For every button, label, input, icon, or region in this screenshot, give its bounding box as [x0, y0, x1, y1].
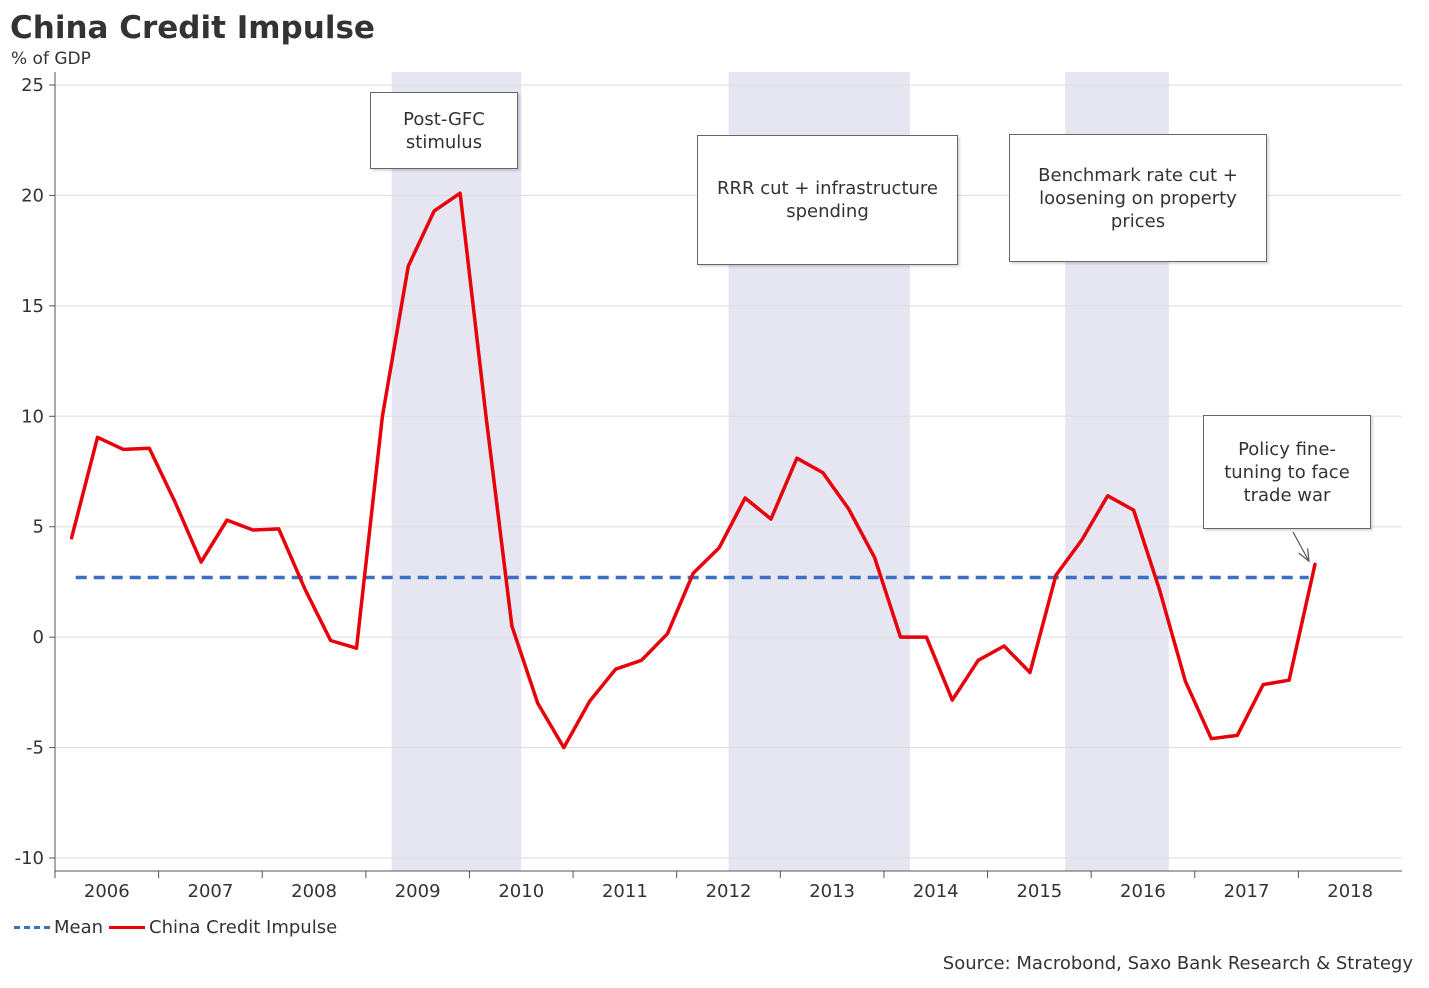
x-tick-label: 2018	[1327, 881, 1373, 902]
annotation-text: Post-GFC stimulus	[403, 108, 485, 153]
y-tick-label: -5	[26, 738, 44, 759]
x-tick-label: 2008	[291, 881, 337, 902]
annotation-text: Benchmark rate cut + loosening on proper…	[1038, 164, 1238, 232]
y-axis-ticks: 25 20 15 10 5 0 -5 -10	[15, 75, 44, 869]
shaded-period	[391, 72, 522, 871]
legend-mean-label: Mean	[54, 917, 104, 938]
x-tick-label: 2006	[84, 881, 130, 902]
annotation-text: Policy fine- tuning to face trade war	[1224, 438, 1350, 506]
x-tick-label: 2014	[913, 881, 959, 902]
legend-mean-swatch	[14, 926, 50, 929]
y-tick-label: 15	[21, 296, 44, 317]
annotation-text: RRR cut + infrastructure spending	[717, 178, 938, 222]
source-note: Source: Macrobond, Saxo Bank Research & …	[942, 953, 1413, 974]
legend: Mean China Credit Impulse	[14, 917, 337, 938]
x-tick-label: 2013	[809, 881, 855, 902]
annotation-policy-fine-tuning: Policy fine- tuning to face trade war	[1203, 415, 1371, 529]
legend-impulse-swatch	[109, 926, 146, 929]
arrow-head	[1298, 548, 1310, 563]
arrow-line	[1292, 531, 1310, 562]
y-tick-label: 20	[21, 185, 44, 206]
x-tick-label: 2009	[395, 881, 441, 902]
x-tick-label: 2007	[188, 881, 234, 902]
legend-impulse-label: China Credit Impulse	[149, 917, 338, 938]
x-tick-label: 2015	[1016, 881, 1062, 902]
y-tick-label: 10	[21, 406, 44, 427]
x-tick-label: 2012	[706, 881, 752, 902]
annotation-post-gfc: Post-GFC stimulus	[370, 92, 518, 169]
x-tick-label: 2017	[1224, 881, 1270, 902]
y-tick-label: -10	[15, 848, 44, 869]
y-tick-label: 25	[21, 75, 44, 96]
y-tick-label: 0	[33, 627, 44, 648]
annotation-benchmark-rate: Benchmark rate cut + loosening on proper…	[1009, 134, 1267, 262]
x-tick-label: 2016	[1120, 881, 1166, 902]
x-tick-label: 2011	[602, 881, 648, 902]
annotation-rrr-cut: RRR cut + infrastructure spending	[697, 135, 958, 265]
annotation-arrow	[1292, 531, 1310, 563]
y-axis-label: % of GDP	[11, 49, 91, 69]
y-tick-label: 5	[33, 517, 44, 538]
x-axis: 2006 2007 2008 2009 2010 2011 2012 2013 2014 2015…	[54, 870, 1402, 902]
credit-impulse-line	[69, 191, 1317, 750]
chart-title: China Credit Impulse	[10, 10, 375, 46]
series-layer	[69, 191, 1317, 750]
x-tick-label: 2010	[498, 881, 544, 902]
